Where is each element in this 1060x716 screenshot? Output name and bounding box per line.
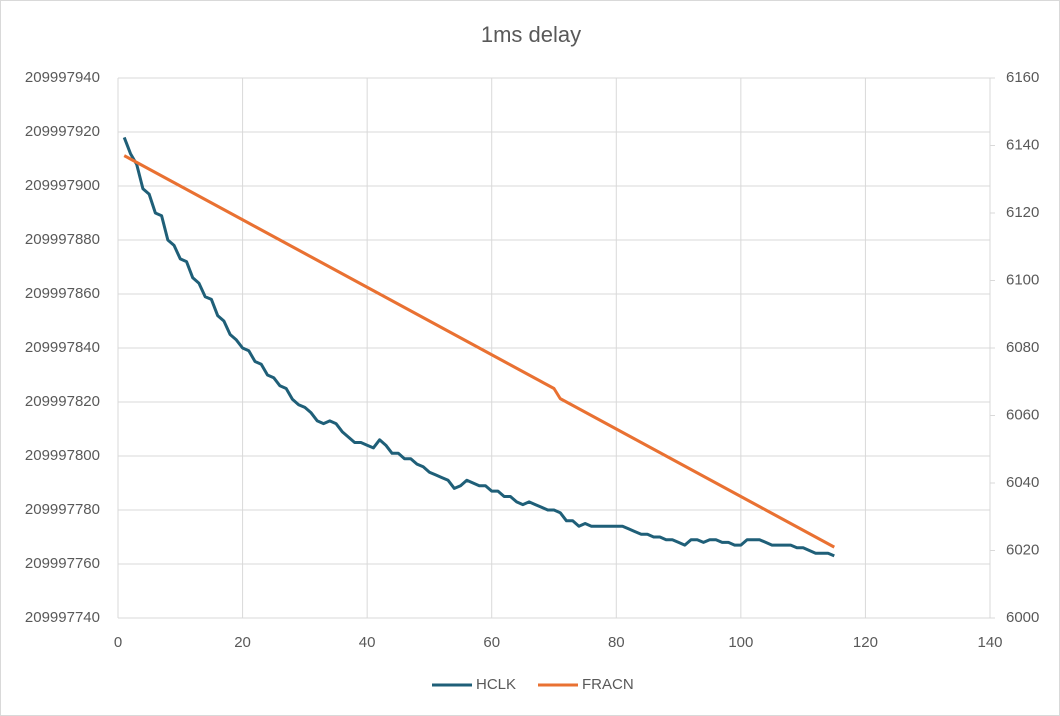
y-tick-label: 209997820 [25,393,100,410]
x-tick-label: 120 [853,634,878,651]
y-tick-label: 209997860 [25,285,100,302]
y2-tick-label: 6080 [1006,339,1039,356]
x-tick-label: 0 [114,634,122,651]
legend-label: HCLK [476,676,516,693]
y2-tick-label: 6020 [1006,541,1039,558]
y2-tick-label: 6100 [1006,271,1039,288]
y2-tick-label: 6000 [1006,609,1039,626]
series-line [122,136,835,558]
series-line [123,154,836,549]
x-tick-label: 80 [608,634,625,651]
y2-tick-label: 6120 [1006,204,1039,221]
x-tick-label: 40 [359,634,376,651]
x-tick-label: 20 [234,634,251,651]
legend-label: FRACN [582,676,634,693]
y-tick-label: 209997940 [25,69,100,86]
y-tick-label: 209997900 [25,177,100,194]
y-tick-label: 209997780 [25,501,100,518]
y2-tick-label: 6140 [1006,136,1039,153]
y2-tick-label: 6160 [1006,69,1039,86]
y-tick-label: 209997760 [25,555,100,572]
y-tick-label: 209997740 [25,609,100,626]
y-tick-label: 209997840 [25,339,100,356]
y2-tick-label: 6040 [1006,474,1039,491]
x-tick-label: 140 [977,634,1002,651]
y-tick-label: 209997880 [25,231,100,248]
y-tick-label: 209997800 [25,447,100,464]
x-tick-label: 100 [728,634,753,651]
y-tick-label: 209997920 [25,123,100,140]
chart-title: 1ms delay [481,22,581,47]
y2-tick-label: 6060 [1006,406,1039,423]
x-tick-label: 60 [483,634,500,651]
